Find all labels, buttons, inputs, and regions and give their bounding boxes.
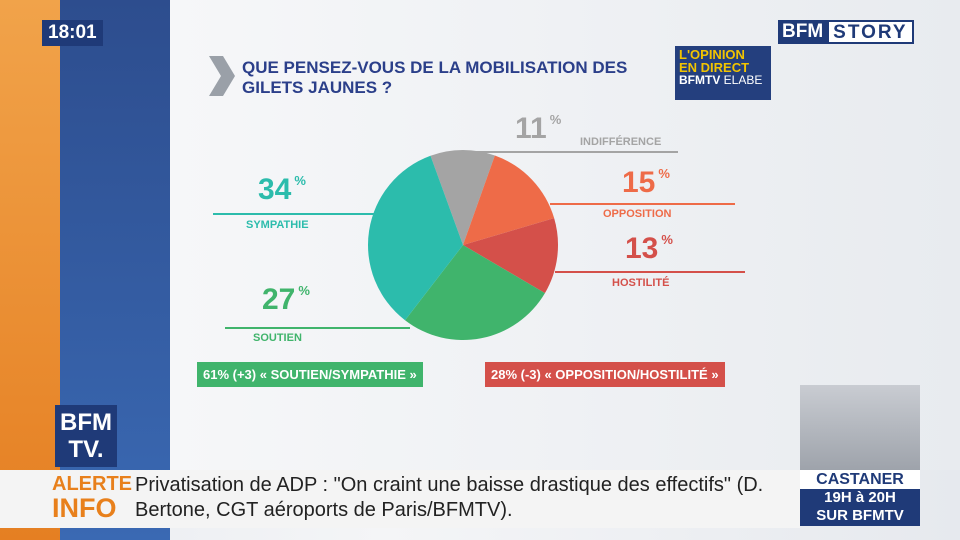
promo-photo xyxy=(800,385,920,470)
value-unit: % xyxy=(549,112,562,127)
value-unit: % xyxy=(298,283,310,298)
category-label: SOUTIEN xyxy=(253,332,302,344)
value-unit: % xyxy=(294,173,306,188)
channel-logo: BFM STORY xyxy=(778,20,914,44)
ticker: ALERTE INFO Privatisation de ADP : "On c… xyxy=(0,470,800,528)
value-unit: % xyxy=(661,232,673,247)
program: STORY xyxy=(827,20,914,44)
value-number: 34 xyxy=(258,173,292,206)
side-logo: BFM TV. xyxy=(55,405,117,467)
badge-line: BFMTV xyxy=(679,73,721,87)
value-label: 34% xyxy=(258,173,306,207)
leader-line xyxy=(465,151,678,153)
value-number: 13 xyxy=(625,232,659,265)
chevron xyxy=(209,56,235,96)
orange-strip xyxy=(0,0,60,540)
leader-line xyxy=(213,213,375,215)
category-label: OPPOSITION xyxy=(603,208,672,220)
summary-support: 61% (+3) « SOUTIEN/SYMPATHIE » xyxy=(197,362,423,387)
pie-slice xyxy=(368,155,463,321)
ticker-label-line: ALERTE xyxy=(52,473,132,495)
logo-line: TV. xyxy=(68,436,104,463)
category-label: INDIFFÉRENCE xyxy=(580,136,662,148)
chart-title: QUE PENSEZ-VOUS DE LA MOBILISATION DES G… xyxy=(242,58,628,97)
promo: CASTANER 19H à 20H SUR BFMTV xyxy=(800,470,920,526)
value-number: 11 xyxy=(515,112,547,145)
summary-opposition: 28% (-3) « OPPOSITION/HOSTILITÉ » xyxy=(485,362,725,387)
value-label: 27% xyxy=(262,283,310,317)
promo-channel: SUR BFMTV xyxy=(816,507,904,524)
leader-line xyxy=(225,327,410,329)
poll-badge: L'OPINION EN DIRECT BFMTV ELABE xyxy=(675,46,771,100)
promo-name: CASTANER xyxy=(800,470,920,489)
ticker-label-line: INFO xyxy=(52,493,117,523)
pie-slice xyxy=(405,245,545,340)
promo-time: 19H à 20H xyxy=(824,489,896,506)
value-number: 15 xyxy=(622,166,656,199)
badge-line: ELABE xyxy=(723,73,763,87)
ticker-text: Privatisation de ADP : "On craint une ba… xyxy=(135,474,764,521)
pie-slice xyxy=(463,155,555,245)
pie-slice xyxy=(463,218,558,294)
value-label: 15% xyxy=(622,166,670,200)
value-label: 13% xyxy=(625,232,673,266)
badge-line: EN DIRECT xyxy=(679,60,750,75)
badge-line: L'OPINION xyxy=(679,47,745,62)
clock: 18:01 xyxy=(42,20,103,46)
value-unit: % xyxy=(658,166,670,181)
value-number: 27 xyxy=(262,283,296,316)
value-label: 11% xyxy=(515,112,561,146)
logo-line: BFM xyxy=(60,409,112,436)
leader-line xyxy=(555,271,745,273)
pie-chart xyxy=(368,150,558,340)
pie-slice xyxy=(430,150,495,245)
ticker-label: ALERTE INFO xyxy=(52,472,132,523)
category-label: SYMPATHIE xyxy=(246,219,309,231)
category-label: HOSTILITÉ xyxy=(612,277,670,289)
brand: BFM xyxy=(778,20,828,44)
leader-line xyxy=(550,203,735,205)
